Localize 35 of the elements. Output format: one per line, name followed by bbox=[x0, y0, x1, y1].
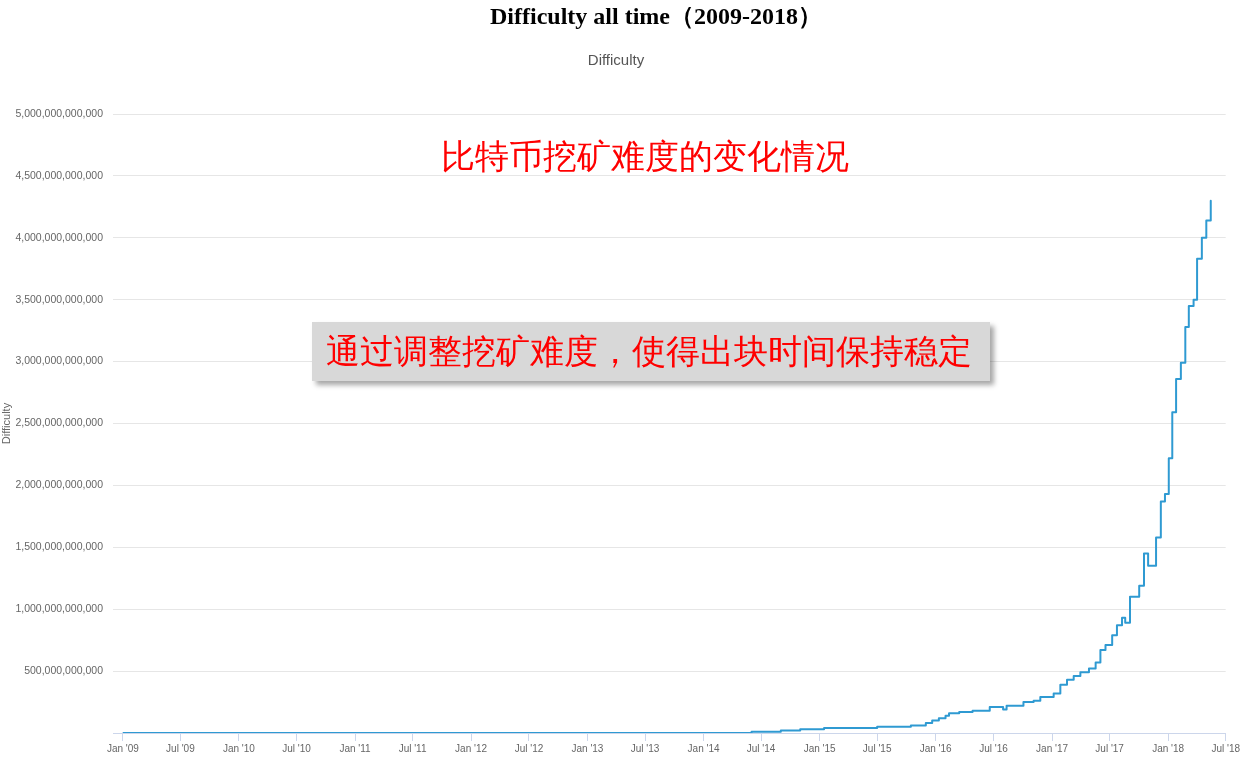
y-tick-label: 2,500,000,000,000 bbox=[15, 416, 104, 429]
x-tick-label: Jul '11 bbox=[398, 742, 427, 754]
y-tick-label: 500,000,000,000 bbox=[24, 663, 104, 676]
x-tick-label: Jan '12 bbox=[455, 742, 488, 754]
annotation: 比特币挖矿难度的变化情况 bbox=[441, 135, 849, 178]
x-tick-label: Jul '17 bbox=[1095, 742, 1125, 754]
x-tick-label: Jan '16 bbox=[919, 742, 953, 754]
y-tick-label: 5,000,000,000,000 bbox=[15, 106, 104, 119]
chart-subtitle: Difficulty bbox=[587, 51, 645, 68]
y-tick-label: 3,000,000,000,000 bbox=[15, 354, 104, 367]
x-tick-label: Jul '10 bbox=[282, 742, 312, 754]
y-tick-label: 4,500,000,000,000 bbox=[15, 168, 104, 181]
x-tick-label: Jul '15 bbox=[862, 742, 892, 754]
y-axis-title: Difficulty bbox=[0, 402, 12, 445]
x-tick-label: Jul '12 bbox=[514, 742, 544, 754]
x-tick-label: Jan '10 bbox=[222, 742, 256, 754]
annotation: 通过调整挖矿难度，使得出块时间保持稳定 bbox=[312, 322, 990, 381]
x-tick-label: Jan '15 bbox=[803, 742, 837, 754]
y-tick-label: 2,000,000,000,000 bbox=[15, 478, 104, 491]
x-tick-label: Jan '14 bbox=[687, 742, 720, 754]
y-tick-label: 4,000,000,000,000 bbox=[15, 230, 104, 243]
x-tick-label: Jan '17 bbox=[1036, 742, 1069, 754]
y-tick-label: 1,500,000,000,000 bbox=[15, 540, 104, 553]
x-tick-label: Jul '18 bbox=[1211, 742, 1241, 754]
x-tick-label: Jan '11 bbox=[339, 742, 372, 754]
x-tick-label: Jul '16 bbox=[979, 742, 1009, 754]
y-tick-label: 3,500,000,000,000 bbox=[15, 292, 104, 305]
x-tick-label: Jul '09 bbox=[166, 742, 196, 754]
x-tick-label: Jan '09 bbox=[106, 742, 140, 754]
x-tick-label: Jan '13 bbox=[571, 742, 604, 754]
x-tick-label: Jul '14 bbox=[746, 742, 776, 754]
x-tick-label: Jul '13 bbox=[630, 742, 660, 754]
y-tick-label: 1,000,000,000,000 bbox=[15, 602, 104, 615]
x-tick-label: Jan '18 bbox=[1152, 742, 1185, 754]
chart-title: Difficulty all time（2009-2018） bbox=[490, 2, 822, 31]
